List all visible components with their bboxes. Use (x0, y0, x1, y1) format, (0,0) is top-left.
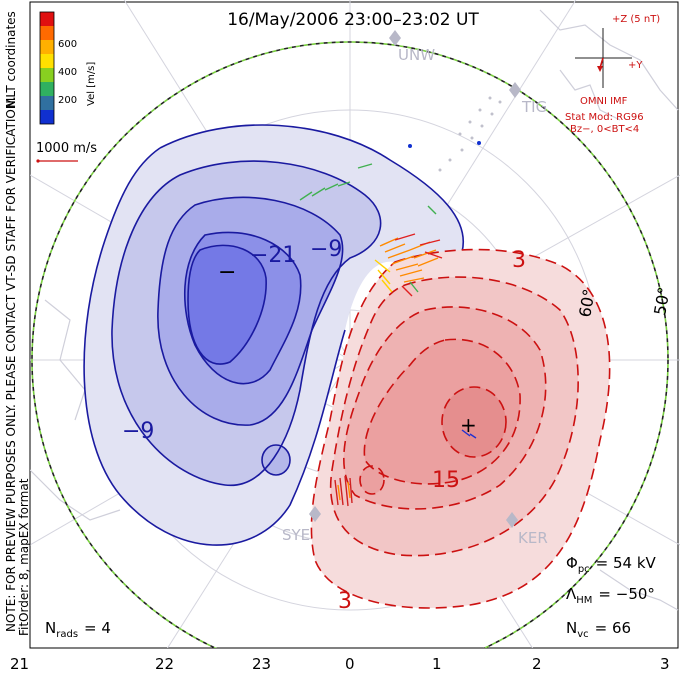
contour-label-minus9-lower: −9 (122, 419, 154, 444)
potential-min-marker: − (218, 260, 236, 285)
imf-condition: Bz−, 0<BT<4 (570, 124, 639, 135)
scale-vector-origin (36, 159, 40, 163)
colorbar-tick-400: 400 (58, 67, 77, 78)
mlt-tick-3: 3 (660, 655, 670, 673)
imf-source: OMNI IMF (580, 96, 628, 107)
lambda-hm-value: = −50° (598, 585, 655, 603)
colorbar-label: Vel [m/s] (86, 62, 97, 106)
preview-note: NOTE: FOR PREVIEW PURPOSES ONLY. PLEASE … (4, 96, 18, 632)
contour-labels: −9 −21 −9 3 15 3 (122, 237, 526, 614)
station-ker-label: KER (518, 529, 548, 547)
colorbar-tick-600: 600 (58, 39, 77, 50)
colorbar-swatch (40, 54, 54, 68)
contour-label-minus9-upper: −9 (310, 237, 342, 262)
station-unw-label: UNW (398, 46, 435, 64)
lambda-hm-symbol: Λ (566, 585, 577, 603)
station-unw-marker (389, 30, 401, 46)
phi-pc-stat: Φpc = 54 kV (566, 554, 657, 575)
n-rads-value: = 4 (84, 619, 111, 637)
mlt-tick-0: 0 (345, 655, 355, 673)
contour-label-3-lower: 3 (338, 589, 352, 614)
colorbar-swatch (40, 82, 54, 96)
scale-vector-label: 1000 m/s (36, 141, 97, 156)
colorbar-swatch (40, 12, 54, 26)
colorbar-swatch (40, 110, 54, 124)
plot-frame (29, 1, 679, 649)
positive-potential-cell (310, 248, 611, 609)
contour-label-3-upper: 3 (512, 248, 526, 273)
mlt-tick-2: 2 (532, 655, 542, 673)
n-vc-value: = 66 (595, 619, 631, 637)
n-vc-sub: vc (577, 629, 588, 640)
colorbar-swatch (40, 40, 54, 54)
colorbar-swatch (40, 68, 54, 82)
phi-pc-sub: pc (578, 564, 590, 575)
imf-vector-head (597, 66, 603, 72)
n-vc-stat: Nvc = 66 (566, 619, 631, 640)
radar-station-markers (309, 30, 521, 528)
lambda-hm-sub: HM (576, 595, 592, 606)
n-vc-symbol: N (566, 619, 577, 637)
contour-label-15: 15 (432, 468, 460, 493)
station-tig-marker (509, 82, 521, 98)
imf-y-label: +Y (628, 60, 643, 71)
potential-max-marker: + (460, 413, 477, 437)
colorbar-swatch (40, 26, 54, 40)
imf-model: Stat Mod: RG96 (565, 112, 644, 123)
negative-potential-cell (83, 124, 465, 546)
phi-pc-symbol: Φ (566, 554, 578, 572)
mlt-coordinates-label: MLT coordinates (4, 11, 18, 108)
coastlines (30, 9, 679, 611)
lambda-hm-stat: ΛHM = −50° (566, 585, 655, 606)
mlt-tick-23: 23 (252, 655, 271, 673)
mlt-axis: 21 22 23 0 1 2 3 (10, 655, 670, 673)
colorbar-swatch (40, 96, 54, 110)
hm-boundary-green (31, 41, 669, 648)
imf-z-label: +Z (5 nT) (612, 14, 660, 25)
mlt-tick-1: 1 (432, 655, 442, 673)
stats-block: Φpc = 54 kV ΛHM = −50° Nvc = 66 Nrads = 4 (45, 554, 657, 640)
map-title: 16/May/2006 23:00–23:02 UT (227, 10, 479, 30)
n-rads-symbol: N (45, 619, 56, 637)
lat-label-60: 60° (575, 287, 599, 318)
station-tig-label: TIG (521, 98, 547, 116)
velocity-colorbar (39, 11, 55, 125)
colorbar-tick-200: 200 (58, 95, 77, 106)
lat-label-50: 50° (650, 285, 674, 316)
radar-fov-dots (438, 96, 502, 172)
station-sye-marker (309, 506, 321, 522)
n-rads-stat: Nrads = 4 (45, 619, 111, 640)
velocity-vectors (299, 141, 481, 507)
mlt-tick-21: 21 (10, 655, 29, 673)
contour-label-minus21: −21 (250, 243, 296, 268)
mlt-tick-22: 22 (155, 655, 174, 673)
fit-order-note: FitOrder: 8, mapEX format (17, 478, 31, 636)
n-rads-sub: rads (56, 629, 78, 640)
station-sye-label: SYE (282, 526, 310, 544)
phi-pc-value: = 54 kV (596, 554, 657, 572)
station-ker-marker (506, 512, 518, 528)
